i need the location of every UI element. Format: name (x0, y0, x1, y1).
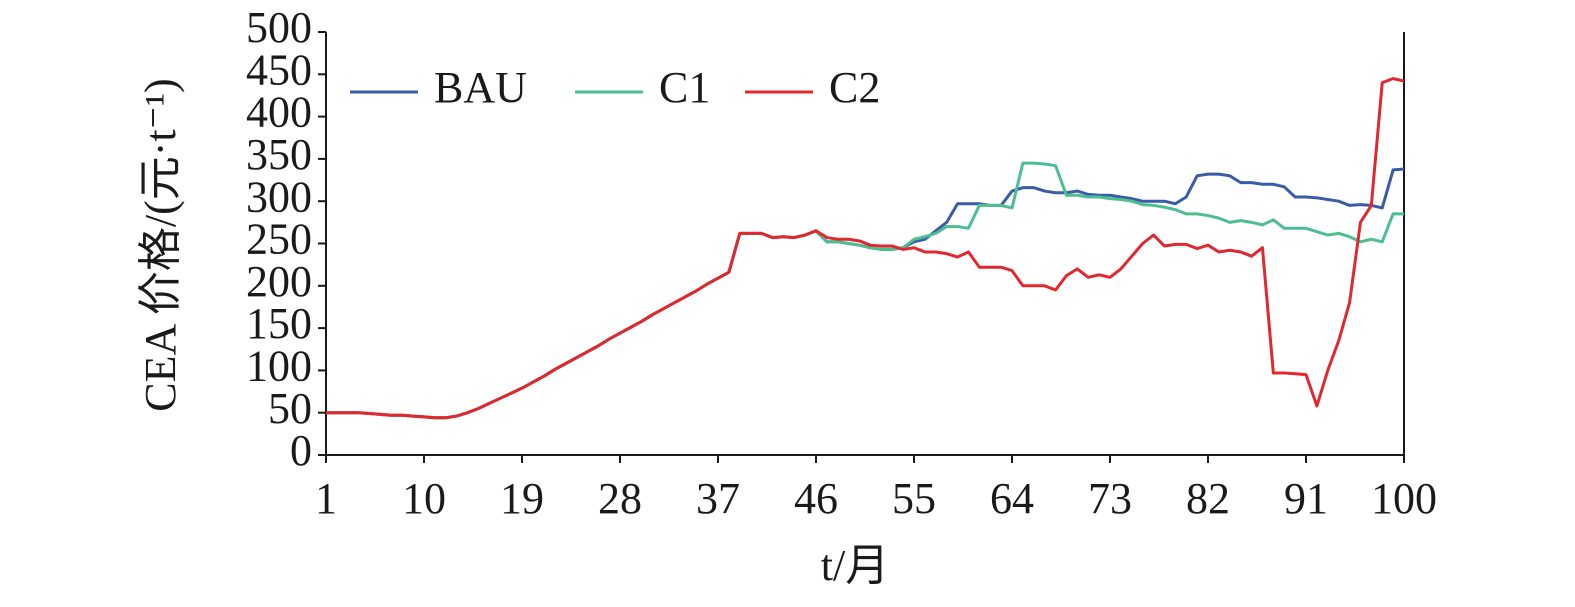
x-tick-label: 10 (402, 474, 446, 523)
y-axis-label: CEA 价格/(元·t⁻¹) (136, 78, 185, 411)
x-tick-label: 64 (990, 474, 1034, 523)
x-tick-label: 82 (1186, 474, 1230, 523)
y-tick-label: 200 (246, 257, 312, 306)
y-tick-label: 400 (246, 88, 312, 137)
y-tick-label: 500 (246, 3, 312, 52)
x-axis-label: t/月 (821, 541, 889, 590)
y-tick-label: 350 (246, 130, 312, 179)
y-tick-label: 450 (246, 45, 312, 94)
y-tick-label: 150 (246, 299, 312, 348)
series-line (326, 161, 1404, 420)
x-tick-label: 37 (696, 474, 740, 523)
y-tick-label: 0 (290, 426, 312, 475)
y-tick-label: 50 (268, 384, 312, 433)
x-tick-label: 28 (598, 474, 642, 523)
legend-label: C1 (659, 63, 710, 112)
x-tick-label: 100 (1371, 474, 1437, 523)
legend-label: C2 (829, 63, 880, 112)
legend-label: BAU (434, 63, 527, 112)
y-tick-label: 300 (246, 172, 312, 221)
series-line (326, 77, 1405, 420)
y-tick-label: 250 (246, 215, 312, 264)
x-tick-label: 55 (892, 474, 936, 523)
y-tick-label: 100 (246, 341, 312, 390)
x-tick-label: 91 (1284, 474, 1328, 523)
x-tick-label: 73 (1088, 474, 1132, 523)
x-tick-label: 46 (794, 474, 838, 523)
series-line (326, 167, 1405, 420)
x-tick-label: 1 (315, 474, 337, 523)
x-tick-label: 19 (500, 474, 544, 523)
